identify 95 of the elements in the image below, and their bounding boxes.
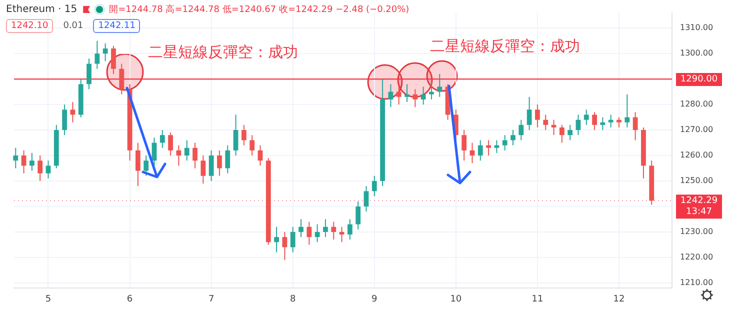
candlestick <box>526 96 532 131</box>
candlestick <box>298 218 304 238</box>
candlestick <box>102 42 108 62</box>
candlestick <box>282 231 288 260</box>
annotation: 二星短線反彈空：成功 <box>430 37 580 55</box>
candlestick <box>608 114 614 128</box>
candlestick <box>233 114 238 156</box>
candlestick <box>192 142 198 169</box>
candlestick <box>592 112 597 131</box>
candlestick <box>306 221 312 246</box>
candlestick <box>420 86 426 106</box>
candlestick <box>616 116 622 128</box>
x-tick-label: 9 <box>372 294 378 305</box>
candlestick <box>46 160 51 179</box>
ref-line-label: 1242.29 13:47 <box>680 196 718 217</box>
annotation: 1242.10 <box>6 19 54 33</box>
candlestick <box>168 132 173 156</box>
y-tick-label: 1300.00 <box>680 48 714 58</box>
candlestick <box>119 63 124 95</box>
candlestick <box>388 84 394 108</box>
x-tick-label: 6 <box>126 294 133 305</box>
annotation: 1242.11 <box>93 19 140 33</box>
candlestick <box>314 224 320 243</box>
candlestick <box>632 112 638 141</box>
candlestick <box>323 218 328 238</box>
candlestick <box>470 142 475 164</box>
y-tick-label: 1250.00 <box>680 176 714 186</box>
candlestick <box>241 124 246 146</box>
candlestick <box>486 140 491 156</box>
candlestick <box>412 88 418 108</box>
candlestick <box>13 147 18 169</box>
candlestick <box>331 221 336 240</box>
x-tick-label: 8 <box>290 294 296 305</box>
candlestick <box>111 45 116 74</box>
candlestick <box>135 142 140 187</box>
x-tick-label: 5 <box>45 294 52 305</box>
candlestick <box>208 150 214 182</box>
candlestick <box>510 130 516 146</box>
x-tick-label: 12 <box>613 294 625 305</box>
candlestick <box>347 218 352 240</box>
candlestick <box>217 150 222 176</box>
y-tick-label: 1220.00 <box>680 252 714 262</box>
y-tick-label: 1270.00 <box>680 125 714 134</box>
chart-title: Ethereum · 15 <box>6 4 78 15</box>
x-tick-label: 11 <box>532 294 544 305</box>
y-tick-label: 1310.00 <box>680 23 714 32</box>
y-tick-label: 1260.00 <box>680 150 714 160</box>
candlestick <box>258 144 263 166</box>
candlestick <box>518 119 524 141</box>
x-tick-label: 10 <box>450 294 462 305</box>
candlestick <box>404 84 410 102</box>
candlestick <box>551 119 556 136</box>
annotation: 開=1244.78 高=1244.78 低=1240.67 收=1242.29 −2.48 (−0.20%) <box>109 4 410 16</box>
candlestick <box>62 104 67 136</box>
candlestick <box>462 130 467 162</box>
candlestick <box>70 101 76 123</box>
candlestick <box>38 154 43 182</box>
candlestick <box>250 134 255 156</box>
candlestick <box>274 226 279 253</box>
y-tick-label: 1280.00 <box>680 100 714 109</box>
candlestick <box>478 140 483 162</box>
candlestick <box>396 86 402 106</box>
candlestick <box>86 58 92 90</box>
candlestick <box>21 150 26 174</box>
candlestick <box>600 116 606 131</box>
candlestick <box>494 140 500 154</box>
candlestick <box>144 154 149 176</box>
candlestick <box>559 124 564 144</box>
candlestick <box>176 144 182 166</box>
x-tick-label: 7 <box>208 294 214 305</box>
candlestick <box>29 152 34 172</box>
annotation: 二星短線反彈空：成功 <box>148 43 298 61</box>
annotation: 0.01 <box>62 20 84 32</box>
candlestick <box>624 94 630 128</box>
ref-line-label: 1290.00 <box>680 74 718 84</box>
candlestick <box>543 114 548 131</box>
candlestick <box>200 154 206 184</box>
candlestick <box>94 40 100 70</box>
candlestick <box>290 226 296 253</box>
candlestick <box>437 73 442 98</box>
candlestick <box>576 114 581 136</box>
candlestick <box>356 200 361 230</box>
candlestick <box>429 81 434 100</box>
candlestick <box>502 134 508 151</box>
candlestick <box>339 226 344 243</box>
candlestick <box>568 124 573 141</box>
candlestick <box>160 130 165 148</box>
y-tick-label: 1230.00 <box>680 227 714 236</box>
candlestick <box>372 175 377 197</box>
y-tick-label: 1210.00 <box>680 278 714 287</box>
candlestick <box>364 186 369 212</box>
candlestick <box>225 144 230 174</box>
candlestick <box>535 104 540 128</box>
candlestick <box>184 140 190 162</box>
candlestick <box>584 109 589 126</box>
